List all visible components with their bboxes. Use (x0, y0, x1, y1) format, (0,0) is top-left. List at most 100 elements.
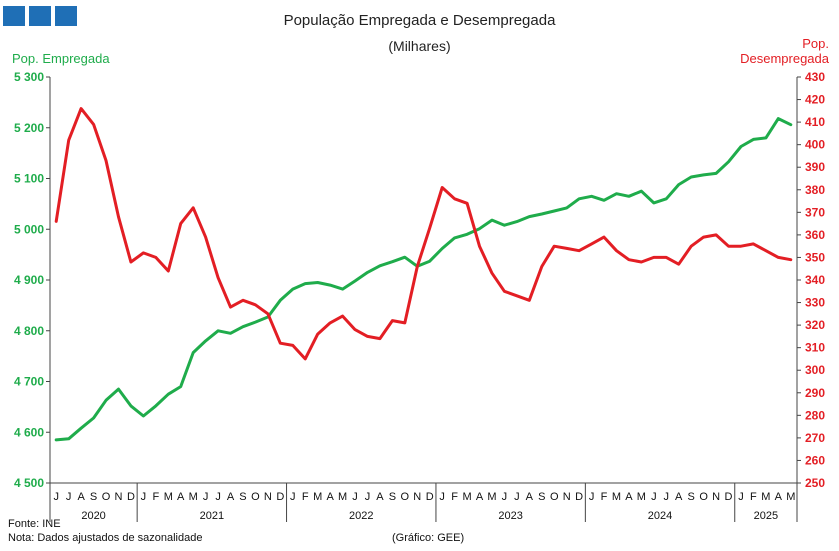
chart-credit: (Gráfico: GEE) (392, 532, 465, 544)
right-tick-label: 430 (805, 70, 825, 84)
month-label: F (152, 491, 159, 503)
left-tick-label: 5 300 (14, 70, 44, 84)
month-label: J (514, 491, 520, 503)
right-tick-label: 360 (805, 228, 825, 242)
employed-series-line (54, 117, 793, 442)
right-tick-label: 310 (805, 341, 825, 355)
month-label: A (476, 491, 484, 503)
right-tick-label: 350 (805, 250, 825, 264)
month-label: F (451, 491, 458, 503)
month-label: J (53, 491, 59, 503)
chart-title: População Empregada e Desempregada (283, 12, 556, 29)
month-label: A (775, 491, 783, 503)
month-label: J (352, 491, 358, 503)
logo-block-2 (29, 6, 51, 26)
month-label: J (664, 491, 670, 503)
month-label: J (502, 491, 508, 503)
left-tick-label: 4 500 (14, 476, 44, 490)
right-tick-label: 270 (805, 431, 825, 445)
right-axis-label-line1: Pop. (802, 36, 829, 51)
month-label: D (276, 491, 284, 503)
left-tick-label: 5 200 (14, 121, 44, 135)
year-label: 2020 (81, 510, 105, 522)
month-label: J (589, 491, 595, 503)
right-tick-label: 340 (805, 273, 825, 287)
month-label: A (77, 491, 85, 503)
month-label: S (688, 491, 695, 503)
right-tick-label: 420 (805, 93, 825, 107)
month-label: J (290, 491, 296, 503)
month-label: M (786, 491, 795, 503)
month-label: A (625, 491, 633, 503)
month-label: A (326, 491, 334, 503)
year-label: 2024 (648, 510, 672, 522)
month-label: A (675, 491, 683, 503)
month-label: M (313, 491, 322, 503)
month-label: O (550, 491, 559, 503)
chart-subtitle: (Milhares) (388, 38, 451, 54)
right-tick-label: 290 (805, 386, 825, 400)
right-tick-label: 260 (805, 453, 825, 467)
left-tick-label: 4 900 (14, 273, 44, 287)
logo-block-1 (3, 6, 25, 26)
month-label: J (203, 491, 209, 503)
right-tick-label: 370 (805, 205, 825, 219)
month-label: M (637, 491, 646, 503)
month-label: J (215, 491, 221, 503)
right-tick-label: 380 (805, 183, 825, 197)
month-label: A (227, 491, 235, 503)
month-label: N (264, 491, 272, 503)
month-label: S (239, 491, 246, 503)
month-label: A (526, 491, 534, 503)
month-label: D (575, 491, 583, 503)
month-label: D (127, 491, 135, 503)
month-label: M (612, 491, 621, 503)
month-label: M (189, 491, 198, 503)
right-axis-label: Pop. Desempregada (740, 36, 829, 66)
left-axis-label: Pop. Empregada (12, 51, 110, 66)
month-label: N (712, 491, 720, 503)
month-label: N (114, 491, 122, 503)
month-label: M (164, 491, 173, 503)
month-label: A (376, 491, 384, 503)
month-label: J (141, 491, 147, 503)
right-tick-label: 410 (805, 115, 825, 129)
right-tick-label: 400 (805, 138, 825, 152)
month-label: O (699, 491, 708, 503)
right-tick-label: 280 (805, 408, 825, 422)
left-tick-label: 4 600 (14, 425, 44, 439)
month-label: J (439, 491, 445, 503)
month-label: F (750, 491, 757, 503)
month-label: F (601, 491, 608, 503)
month-label: S (538, 491, 545, 503)
month-label: N (413, 491, 421, 503)
month-label: N (563, 491, 571, 503)
seasonal-note: Nota: Dados ajustados de sazonalidade (8, 532, 203, 544)
logo-block-3 (55, 6, 77, 26)
year-label: 2022 (349, 510, 373, 522)
month-label: M (761, 491, 770, 503)
month-label: M (487, 491, 496, 503)
year-label: 2023 (498, 510, 522, 522)
month-label: J (66, 491, 72, 503)
right-tick-label: 300 (805, 363, 825, 377)
year-label: 2025 (754, 510, 778, 522)
unemployed-series-line (54, 107, 793, 361)
year-label: 2021 (200, 510, 224, 522)
right-tick-label: 250 (805, 476, 825, 490)
right-tick-label: 390 (805, 160, 825, 174)
month-label: M (462, 491, 471, 503)
month-label: S (389, 491, 396, 503)
right-tick-label: 320 (805, 318, 825, 332)
month-label: J (738, 491, 744, 503)
month-label: J (651, 491, 657, 503)
right-tick-label: 330 (805, 296, 825, 310)
month-label: O (401, 491, 410, 503)
month-label: F (302, 491, 309, 503)
left-tick-label: 5 000 (14, 222, 44, 236)
right-axis-label-line2: Desempregada (740, 51, 829, 66)
month-label: M (338, 491, 347, 503)
left-tick-label: 5 100 (14, 172, 44, 186)
month-label: O (102, 491, 111, 503)
month-label: J (365, 491, 371, 503)
